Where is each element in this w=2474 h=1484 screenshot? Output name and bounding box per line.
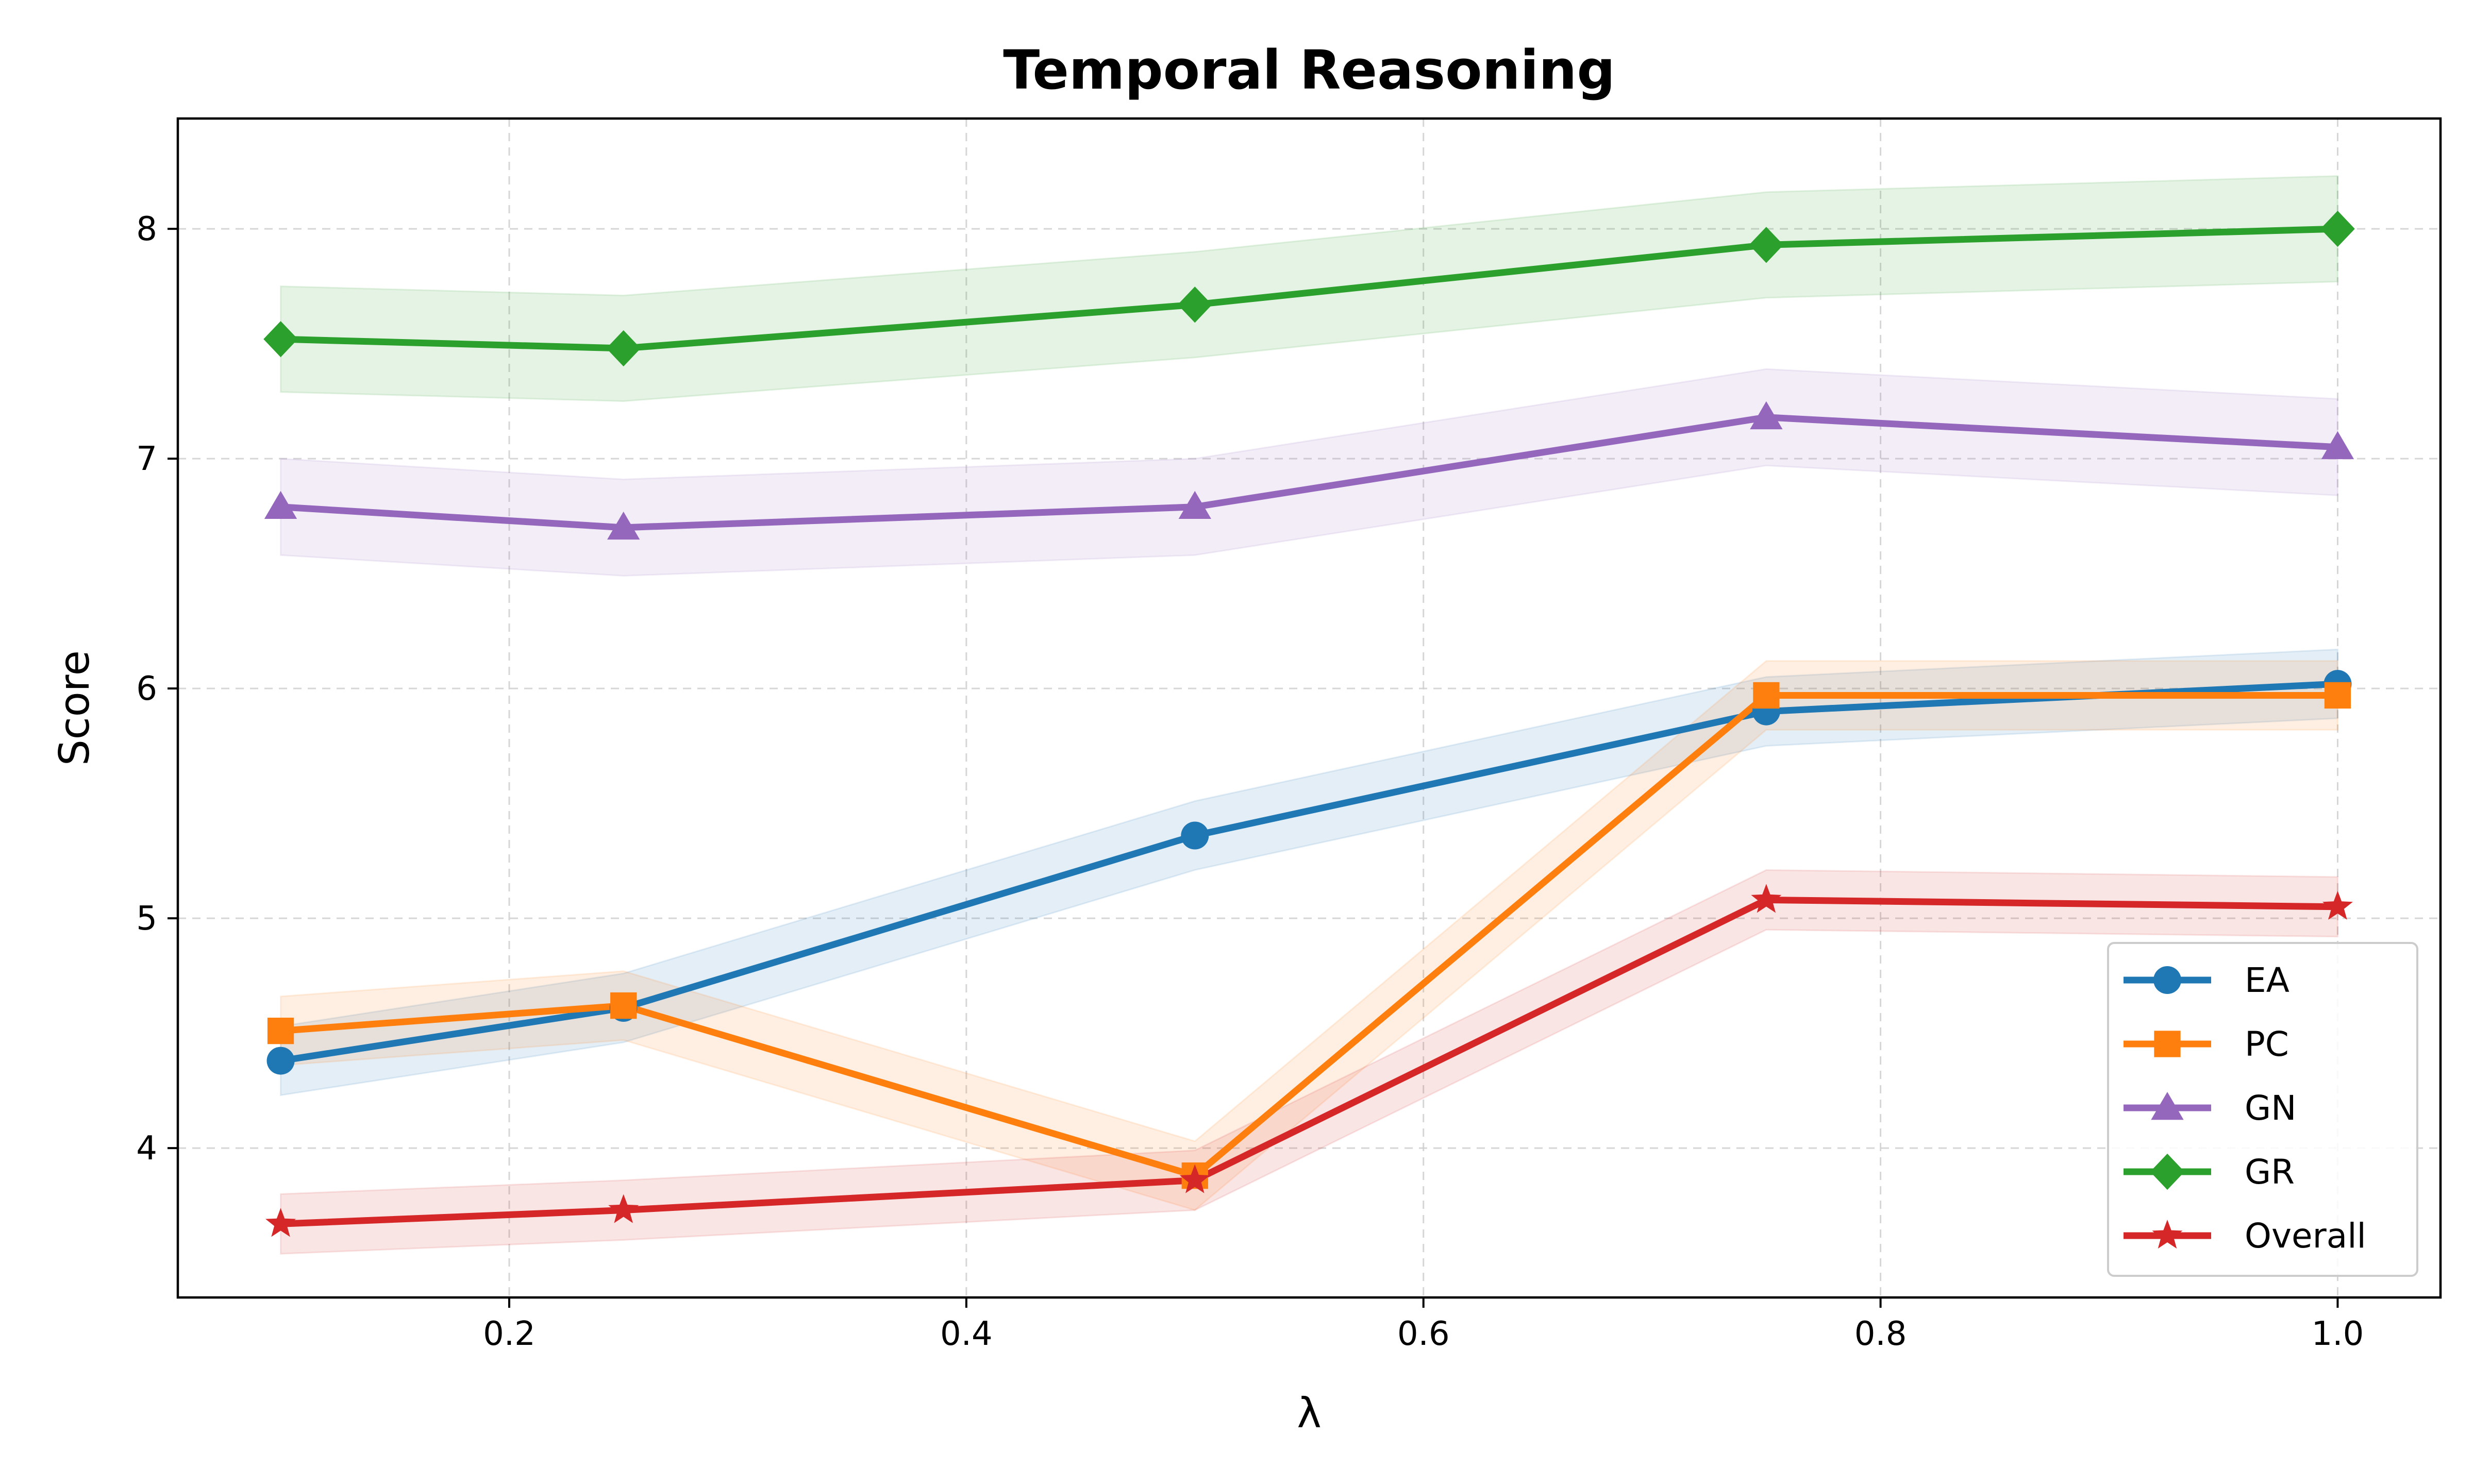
point-gr [1749,227,1784,263]
point-overall [2322,890,2353,920]
legend-marker-pc [2154,1031,2181,1057]
legend-marker-gn [2151,1091,2184,1120]
x-tick-label: 0.6 [1397,1315,1450,1353]
x-tick-label: 1.0 [2312,1315,2364,1353]
x-tick-label: 0.8 [1854,1315,1907,1353]
point-overall [265,1208,296,1237]
point-pc [1753,682,1780,709]
point-gr [606,330,641,367]
y-tick-label: 5 [136,900,157,938]
band-gr [280,175,2338,402]
point-gn [1178,491,1211,519]
point-ea [266,1047,295,1075]
plot-frame [176,117,2442,1299]
y-tick-label: 8 [136,210,157,248]
point-pc [610,992,637,1019]
x-tick-label: 0.4 [940,1315,993,1353]
y-axis-label: Score [51,650,98,766]
y-tick-label: 7 [136,440,157,478]
point-gn [1750,401,1783,430]
band-pc [280,660,2338,1211]
marker-layer [263,210,2355,1237]
legend-label-gn: GN [2245,1088,2297,1128]
point-pc [267,1017,294,1044]
legend: EA PC GN GR Overall [2107,942,2418,1277]
y-tick-label: 6 [136,670,157,708]
point-gn [607,511,640,540]
legend-label-pc: PC [2245,1024,2289,1064]
band-ea [280,648,2338,1097]
legend-frame [2107,942,2418,1277]
point-gr [263,321,298,358]
point-pc [2324,682,2351,709]
tick-layer: 0.2 0.4 0.6 0.8 1.0 4 5 6 7 8 [136,210,2364,1353]
point-gn [2321,431,2354,460]
point-gr [2320,210,2355,247]
legend-marker-ea [2153,966,2181,994]
point-gn [264,491,297,519]
point-overall [608,1194,639,1223]
point-gr [1177,286,1212,323]
legend-label-ea: EA [2245,960,2289,1000]
legend-marker-gr [2150,1153,2185,1190]
x-axis-label: λ [1297,1389,1321,1437]
x-tick-label: 0.2 [483,1315,536,1353]
legend-marker-overall [2152,1219,2183,1249]
point-overall [1179,1164,1210,1193]
chart-title: Temporal Reasoning [1003,39,1615,102]
legend-label-gr: GR [2245,1152,2295,1192]
legend-label-overall: Overall [2245,1216,2366,1256]
y-tick-label: 4 [136,1129,157,1168]
point-overall [1751,884,1782,913]
point-ea [1181,821,1209,850]
